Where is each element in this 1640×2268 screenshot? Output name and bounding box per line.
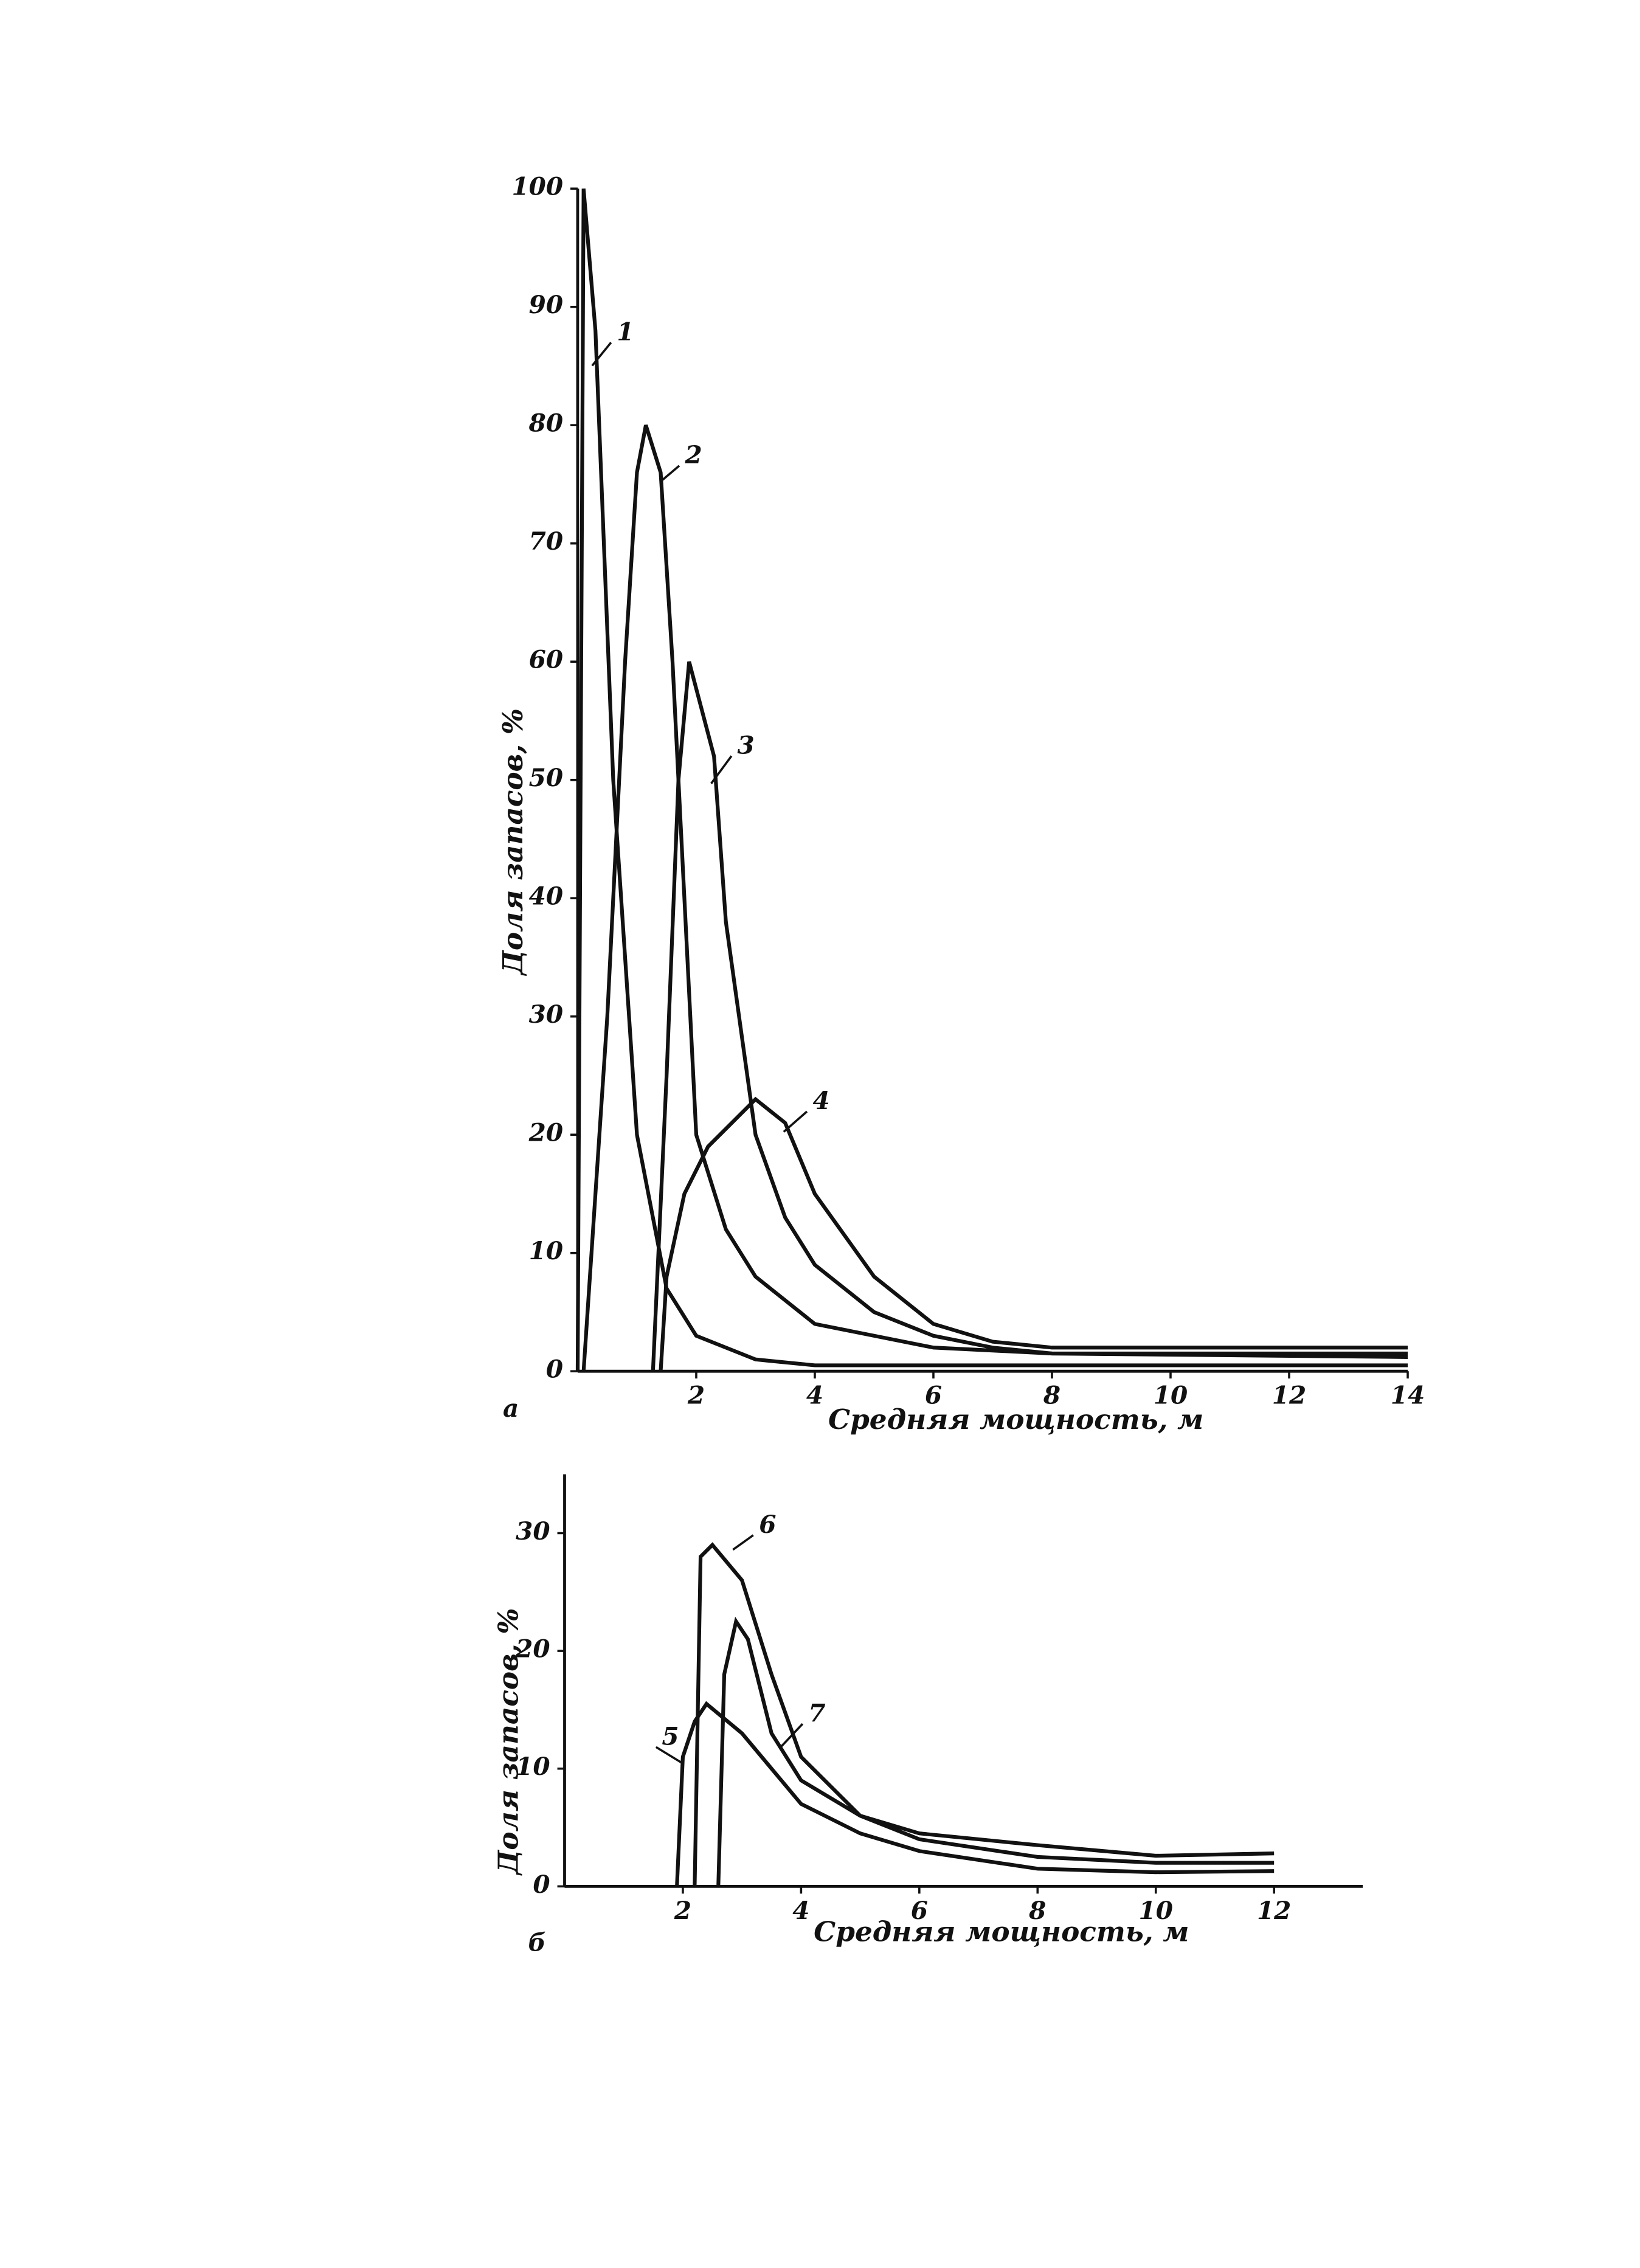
panel-label: б <box>528 1927 545 1957</box>
x-axis-title: Средняя мощность, м <box>828 1403 1203 1436</box>
series-line <box>675 1701 1275 1887</box>
leader-line <box>783 1110 808 1133</box>
y-tick-label: 100 <box>511 172 563 201</box>
x-tick-label: 6 <box>911 1896 928 1925</box>
leader-line <box>659 465 680 483</box>
y-tick-label: 0 <box>546 1355 563 1384</box>
leader-line <box>732 1534 754 1551</box>
y-tick-label: 70 <box>529 527 563 556</box>
y-axis-title: Доля запасов, % <box>492 1608 525 1876</box>
curve-label: 5 <box>662 1721 679 1751</box>
x-tick-label: 2 <box>687 1381 705 1410</box>
leader-line <box>655 1746 683 1765</box>
x-axis-title: Средняя мощность, м <box>814 1915 1189 1948</box>
y-tick-label: 0 <box>533 1870 550 1899</box>
y-tick-label: 30 <box>529 1000 563 1029</box>
x-tick-label: 8 <box>1043 1381 1060 1410</box>
x-tick-label: 12 <box>1257 1896 1291 1925</box>
series-line <box>575 188 1408 1372</box>
y-tick-label: 10 <box>516 1752 550 1781</box>
x-tick-label: 4 <box>792 1896 809 1925</box>
leader-line <box>591 342 612 367</box>
series-line <box>651 661 1408 1372</box>
x-tick-label: 4 <box>806 1381 823 1410</box>
x-tick-label: 14 <box>1391 1381 1425 1410</box>
panel-label: а <box>503 1394 519 1423</box>
curve-label: 2 <box>685 440 702 469</box>
x-tick-label: 2 <box>674 1896 691 1925</box>
leader-line <box>778 1723 804 1749</box>
series-line <box>581 424 1408 1372</box>
x-tick-label: 8 <box>1028 1896 1046 1925</box>
curve-label: 3 <box>737 731 754 760</box>
y-tick-label: 10 <box>529 1236 563 1265</box>
series-line <box>659 1096 1408 1372</box>
y-tick-label: 80 <box>528 409 563 438</box>
series-line <box>693 1542 1275 1887</box>
curve-label: 6 <box>759 1510 776 1539</box>
y-tick-label: 50 <box>529 763 563 792</box>
x-tick-label: 10 <box>1154 1381 1188 1410</box>
y-tick-label: 60 <box>529 645 563 674</box>
y-tick-label: 20 <box>528 1118 563 1147</box>
curve-label: 4 <box>813 1086 830 1115</box>
x-tick-label: 10 <box>1139 1896 1173 1925</box>
y-tick-label: 90 <box>529 290 563 319</box>
y-tick-label: 40 <box>529 882 563 911</box>
y-tick-label: 20 <box>515 1634 550 1664</box>
x-tick-label: 12 <box>1272 1381 1306 1410</box>
x-tick-label: 6 <box>925 1381 942 1410</box>
series-line <box>716 1616 1275 1887</box>
leader-line <box>710 755 733 784</box>
curve-label: 1 <box>617 317 634 346</box>
curve-label: 7 <box>808 1698 825 1727</box>
y-tick-label: 30 <box>516 1516 550 1546</box>
y-axis-title: Доля запасов, % <box>496 708 529 976</box>
